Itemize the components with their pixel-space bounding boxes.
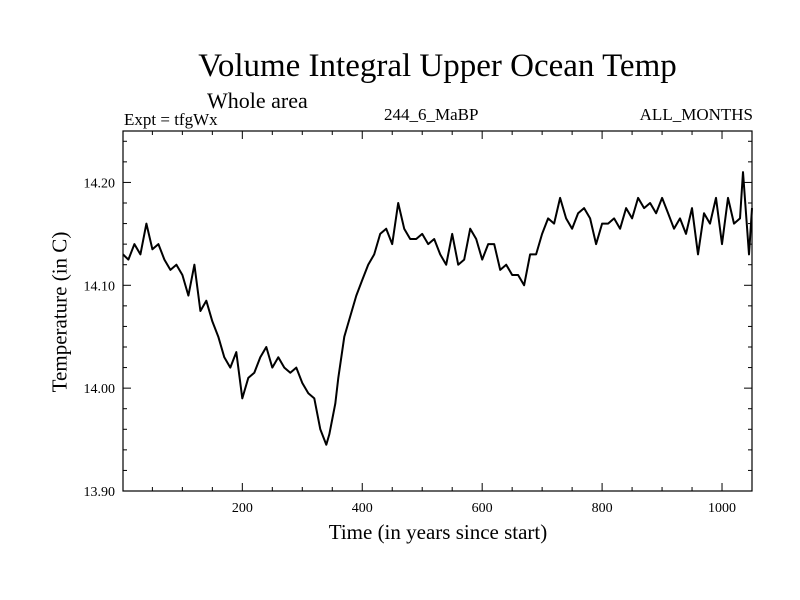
x-tick-label: 600	[472, 501, 493, 516]
y-axis-label: Temperature (in C)	[47, 231, 72, 393]
months-label: ALL_MONTHS	[639, 105, 753, 124]
x-tick-label: 1000	[708, 501, 736, 516]
axis-ticks	[123, 131, 752, 492]
y-tick-label: 14.10	[84, 279, 116, 294]
chart-subtitle: Whole area	[207, 88, 308, 113]
x-tick-label: 200	[232, 501, 253, 516]
y-tick-label: 14.00	[84, 382, 116, 397]
y-tick-label: 14.20	[84, 176, 116, 191]
plot-frame	[122, 130, 753, 492]
series-line-temperature	[122, 171, 753, 446]
y-tick-label: 13.90	[84, 485, 116, 500]
chart-title: Volume Integral Upper Ocean Temp	[198, 48, 677, 84]
x-tick-label: 800	[592, 501, 613, 516]
experiment-label: Expt = tfgWx	[124, 110, 218, 129]
x-axis-label: Time (in years since start)	[328, 520, 548, 544]
x-tick-label: 400	[352, 501, 373, 516]
run-label: 244_6_MaBP	[384, 105, 479, 124]
axis-tick-labels: 200 400 600 800 1000 13.90 14.00 14.10 14.20	[84, 176, 737, 516]
